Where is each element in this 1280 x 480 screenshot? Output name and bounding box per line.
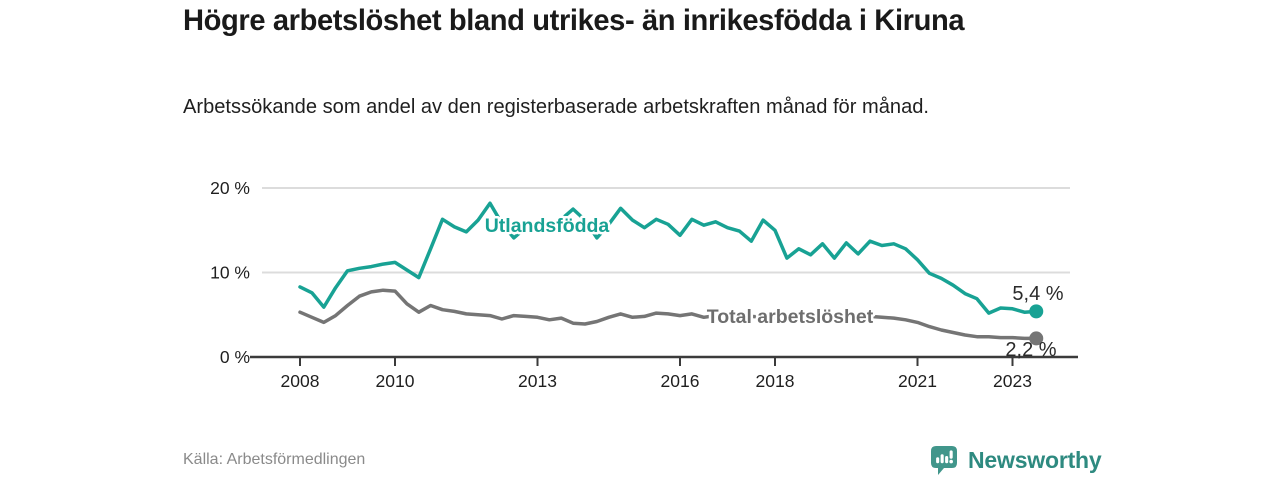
y-tick-label: 20 % [210,178,250,198]
brand-name: Newsworthy [968,446,1102,473]
end-value-label-utlandsfodda: 5,4 % [1012,283,1063,305]
chart-subtitle: Arbetssökande som andel av den registerb… [183,95,930,118]
series-line-utlandsfodda [298,201,1039,315]
newsworthy-icon [931,445,957,475]
x-tick-label: 2018 [756,371,795,391]
x-tick-label: 2008 [281,371,320,391]
x-tick-label: 2023 [993,371,1032,391]
series-label-utlandsfodda: Utlandsfödda [485,215,610,237]
x-tick-label: 2021 [898,371,937,391]
series-line-total [298,288,1039,341]
source-note: Källa: Arbetsförmedlingen [183,451,366,468]
series-label-total: Total arbetslöshet [707,306,874,328]
series-end-dot-utlandsfodda [1029,304,1044,319]
y-tick-label: 0 % [220,347,250,367]
x-tick-label: 2016 [661,371,700,391]
y-tick-label: 10 % [210,263,250,283]
series-end-dot-total [1029,331,1044,346]
end-value-label-total: 2,2 % [1005,339,1056,361]
x-tick-label: 2010 [376,371,415,391]
page-title: Högre arbetslöshet bland utrikes- än inr… [183,4,965,37]
x-tick-label: 2013 [518,371,557,391]
brand-logo: Newsworthy [928,444,1102,476]
